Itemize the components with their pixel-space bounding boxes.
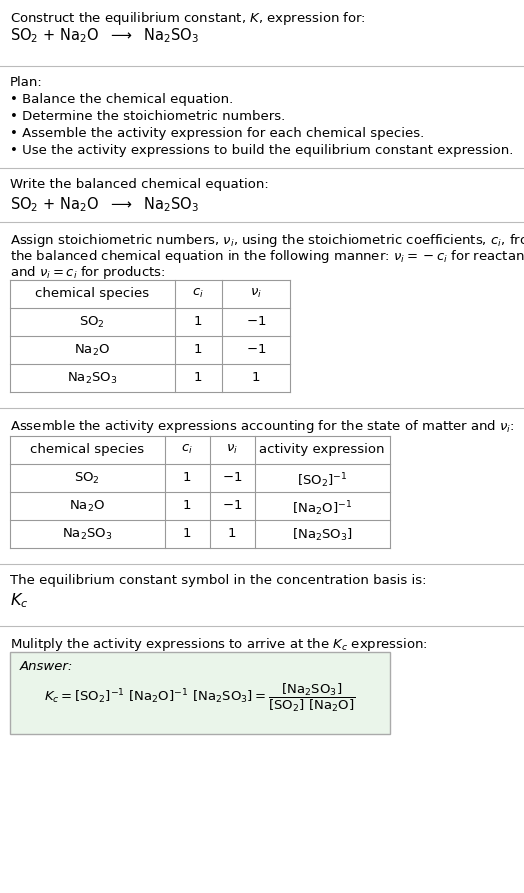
Text: chemical species: chemical species xyxy=(30,443,144,456)
Text: $[\mathrm{Na}_2\mathrm{SO}_3]$: $[\mathrm{Na}_2\mathrm{SO}_3]$ xyxy=(291,527,353,543)
Text: the balanced chemical equation in the following manner: $\nu_i = -c_i$ for react: the balanced chemical equation in the fo… xyxy=(10,248,524,265)
FancyBboxPatch shape xyxy=(10,652,390,734)
Text: $\nu_i$: $\nu_i$ xyxy=(250,287,262,300)
Text: $c_i$: $c_i$ xyxy=(192,287,204,300)
Text: 1: 1 xyxy=(183,471,191,484)
Text: 1: 1 xyxy=(228,527,236,540)
Text: $-1$: $-1$ xyxy=(246,343,266,356)
Text: The equilibrium constant symbol in the concentration basis is:: The equilibrium constant symbol in the c… xyxy=(10,574,427,587)
Text: Na$_2$O: Na$_2$O xyxy=(74,343,110,358)
Text: • Assemble the activity expression for each chemical species.: • Assemble the activity expression for e… xyxy=(10,127,424,140)
Text: SO$_2$ + Na$_2$O  $\longrightarrow$  Na$_2$SO$_3$: SO$_2$ + Na$_2$O $\longrightarrow$ Na$_2… xyxy=(10,195,199,213)
Text: Assemble the activity expressions accounting for the state of matter and $\nu_i$: Assemble the activity expressions accoun… xyxy=(10,418,515,435)
Text: activity expression: activity expression xyxy=(259,443,385,456)
Text: SO$_2$: SO$_2$ xyxy=(79,315,105,330)
Text: 1: 1 xyxy=(183,527,191,540)
Text: $\nu_i$: $\nu_i$ xyxy=(226,443,238,456)
Text: 1: 1 xyxy=(194,343,202,356)
Text: and $\nu_i = c_i$ for products:: and $\nu_i = c_i$ for products: xyxy=(10,264,166,281)
Text: $K_c = [\mathrm{SO}_2]^{-1}\ [\mathrm{Na}_2\mathrm{O}]^{-1}\ [\mathrm{Na}_2\math: $K_c = [\mathrm{SO}_2]^{-1}\ [\mathrm{Na… xyxy=(45,682,356,714)
Text: Answer:: Answer: xyxy=(20,660,73,673)
Text: chemical species: chemical species xyxy=(35,287,149,300)
Text: $K_c$: $K_c$ xyxy=(10,591,28,610)
Text: $[\mathrm{SO}_2]^{-1}$: $[\mathrm{SO}_2]^{-1}$ xyxy=(297,471,347,489)
Text: Na$_2$SO$_3$: Na$_2$SO$_3$ xyxy=(67,371,117,386)
Text: $-1$: $-1$ xyxy=(222,499,242,512)
Text: 1: 1 xyxy=(194,315,202,328)
Text: $c_i$: $c_i$ xyxy=(181,443,193,456)
Text: 1: 1 xyxy=(194,371,202,384)
Text: Na$_2$SO$_3$: Na$_2$SO$_3$ xyxy=(62,527,112,542)
Text: $[\mathrm{Na}_2\mathrm{O}]^{-1}$: $[\mathrm{Na}_2\mathrm{O}]^{-1}$ xyxy=(292,499,352,518)
Text: 1: 1 xyxy=(183,499,191,512)
Text: Plan:: Plan: xyxy=(10,76,43,89)
Text: SO$_2$ + Na$_2$O  $\longrightarrow$  Na$_2$SO$_3$: SO$_2$ + Na$_2$O $\longrightarrow$ Na$_2… xyxy=(10,26,199,45)
Text: Assign stoichiometric numbers, $\nu_i$, using the stoichiometric coefficients, $: Assign stoichiometric numbers, $\nu_i$, … xyxy=(10,232,524,249)
Text: Na$_2$O: Na$_2$O xyxy=(69,499,105,514)
Text: • Use the activity expressions to build the equilibrium constant expression.: • Use the activity expressions to build … xyxy=(10,144,514,157)
Text: 1: 1 xyxy=(252,371,260,384)
Text: $-1$: $-1$ xyxy=(222,471,242,484)
Text: $-1$: $-1$ xyxy=(246,315,266,328)
Text: Write the balanced chemical equation:: Write the balanced chemical equation: xyxy=(10,178,269,191)
Text: SO$_2$: SO$_2$ xyxy=(74,471,100,486)
Text: Construct the equilibrium constant, $K$, expression for:: Construct the equilibrium constant, $K$,… xyxy=(10,10,366,27)
Text: • Balance the chemical equation.: • Balance the chemical equation. xyxy=(10,93,233,106)
Text: Mulitply the activity expressions to arrive at the $K_c$ expression:: Mulitply the activity expressions to arr… xyxy=(10,636,428,653)
Text: • Determine the stoichiometric numbers.: • Determine the stoichiometric numbers. xyxy=(10,110,285,123)
